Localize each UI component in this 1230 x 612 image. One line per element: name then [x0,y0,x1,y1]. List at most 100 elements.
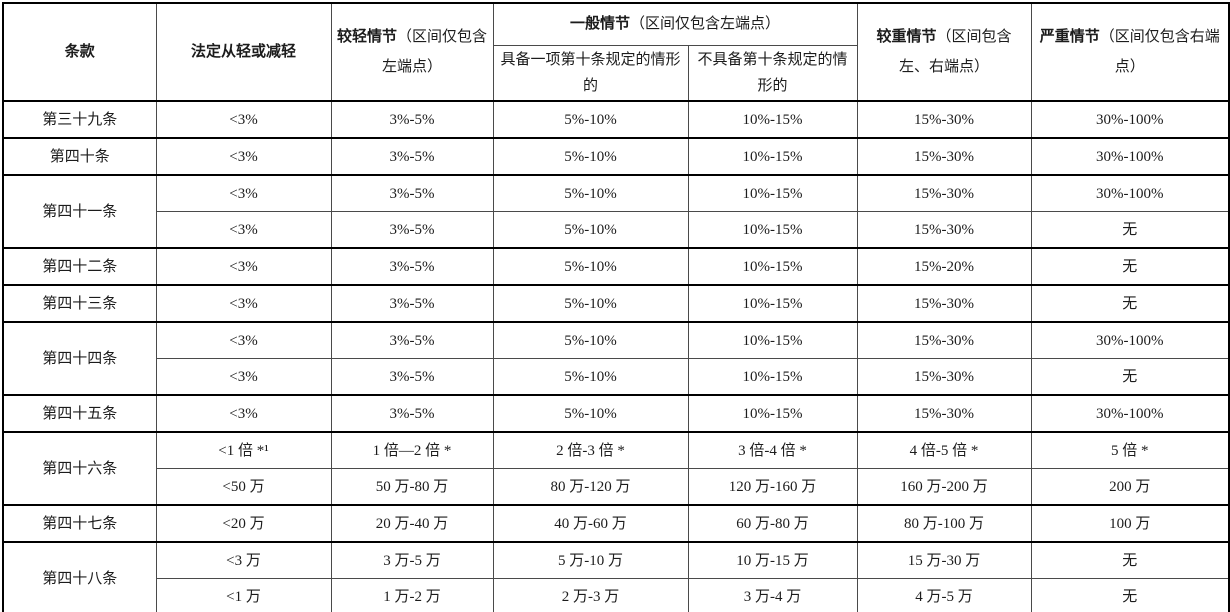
range-cell: 10%-15% [687,394,858,433]
table-row: 第四十六条 <1 倍 *¹ 1 倍—2 倍 * 2 倍-3 倍 * 3 倍-4 倍 * 4… [2,431,1230,506]
range-cell: 10%-15% [687,174,858,212]
range-cell: <3% [155,137,332,176]
range-cell: 15%-30% [856,211,1032,249]
range-cell: 无 [1030,358,1230,396]
range-cell: 5 倍 * [1030,431,1230,469]
range-cell: 60 万-80 万 [687,504,858,543]
range-cell: 3%-5% [330,284,494,323]
range-cell: 3%-5% [330,321,494,359]
range-cell: 10%-15% [687,247,858,286]
header-general-circumstance: 一般情节（区间仅包含左端点） [492,2,858,46]
range-cell: 3%-5% [330,174,494,212]
range-cell: 4 倍-5 倍 * [856,431,1032,469]
range-cell: 120 万-160 万 [687,468,858,506]
range-cell: <3% [155,394,332,433]
article-cell: 第四十条 [2,137,157,176]
table-row: 第四十三条 <3% 3%-5% 5%-10% 10%-15% 15%-30% 无 [2,284,1230,323]
range-cell: 4 万-5 万 [856,578,1032,612]
range-cell: 3%-5% [330,137,494,176]
range-cell: 5%-10% [492,394,689,433]
header-statutory-mitigation: 法定从轻或减轻 [155,2,332,102]
header-general-title: 一般情节 [569,16,630,33]
range-cell: <3% [155,321,332,359]
range-cell: 5%-10% [492,137,689,176]
range-cell: <1 万 [155,578,332,612]
article-cell: 第四十二条 [2,247,157,286]
range-cell: 15 万-30 万 [856,541,1032,579]
range-cell: 1 万-2 万 [330,578,494,612]
table-row: 第三十九条 <3% 3%-5% 5%-10% 10%-15% 15%-30% 30%-100… [2,100,1230,139]
article-cell: 第四十六条 [2,431,157,506]
table-body: 第三十九条 <3% 3%-5% 5%-10% 10%-15% 15%-30% 30%-100… [2,100,1230,612]
range-cell: 30%-100% [1030,137,1230,176]
range-cell: 5%-10% [492,100,689,139]
range-cell: 3 万-5 万 [330,541,494,579]
header-severe-title: 严重情节 [1039,29,1100,45]
range-cell: 30%-100% [1030,321,1230,359]
range-cell: 1 倍—2 倍 * [330,431,494,469]
range-cell: 10%-15% [687,211,858,249]
range-cell: 无 [1030,247,1230,286]
range-cell: <20 万 [155,504,332,543]
range-cell: 无 [1030,284,1230,323]
range-cell: 5 万-10 万 [492,541,689,579]
table-row: 第四十条 <3% 3%-5% 5%-10% 10%-15% 15%-30% 30%-100% [2,137,1230,176]
range-cell: 15%-30% [856,394,1032,433]
range-cell: 10%-15% [687,100,858,139]
range-cell: 5%-10% [492,321,689,359]
range-cell: <3% [155,247,332,286]
header-heavy-circumstance: 较重情节（区间包含左、右端点） [856,2,1032,102]
article-cell: 第四十七条 [2,504,157,543]
range-cell: 5%-10% [492,358,689,396]
table-row: <3% 3%-5% 5%-10% 10%-15% 15%-30% 无 [3,211,1230,249]
range-cell: 160 万-200 万 [856,468,1032,506]
range-cell: 15%-20% [856,247,1032,286]
range-cell: 10 万-15 万 [687,541,858,579]
header-severe-note: （区间仅包含右端点） [1099,29,1220,75]
header-row-sub: 具备一项第十条规定的情形的 不具备第十条规定的情形的 [3,44,1229,102]
range-cell: 无 [1030,578,1230,612]
range-cell: 200 万 [1030,468,1230,506]
header-heavy-note: （区间包含左、右端点） [898,29,1012,75]
article-cell: 第四十三条 [2,284,157,323]
header-general-with-article10: 具备一项第十条规定的情形的 [492,44,689,102]
range-cell: 3%-5% [330,100,494,139]
range-cell: 15%-30% [856,284,1032,323]
range-cell: 2 倍-3 倍 * [492,431,689,469]
range-cell: <1 倍 *¹ [155,431,332,469]
range-cell: <3% [155,358,332,396]
range-cell: 80 万-100 万 [856,504,1032,543]
table-row: 第四十五条 <3% 3%-5% 5%-10% 10%-15% 15%-30% 30%-100… [2,394,1230,433]
range-cell: <3% [155,284,332,323]
range-cell: 5%-10% [492,284,689,323]
range-cell: 3%-5% [330,247,494,286]
range-cell: 50 万-80 万 [330,468,494,506]
range-cell: 100 万 [1030,504,1230,543]
range-cell: <50 万 [155,468,332,506]
table-row: 第四十一条 <3% 3%-5% 5%-10% 10%-15% 15%-30% 30%-100… [2,174,1230,249]
range-cell: 3%-5% [330,358,494,396]
range-cell: 15%-30% [856,358,1032,396]
range-cell: 5%-10% [492,211,689,249]
range-cell: 10%-15% [687,137,858,176]
range-cell: 10%-15% [687,321,858,359]
range-cell: 2 万-3 万 [492,578,689,612]
header-row-top: 条款 法定从轻或减轻 较轻情节（区间仅包含左端点） 一般情节（区间仅包含左端点）… [2,2,1230,102]
range-cell: 30%-100% [1030,174,1230,212]
range-cell: 20 万-40 万 [330,504,494,543]
range-cell: 40 万-60 万 [492,504,689,543]
header-severe-circumstance: 严重情节（区间仅包含右端点） [1030,2,1230,102]
table-header: 条款 法定从轻或减轻 较轻情节（区间仅包含左端点） 一般情节（区间仅包含左端点）… [2,2,1230,102]
range-cell: <3 万 [155,541,332,579]
header-heavy-title: 较重情节 [876,29,937,45]
header-general-note: （区间仅包含左端点） [630,16,781,33]
range-cell: 15%-30% [856,100,1032,139]
range-cell: 10%-15% [687,284,858,323]
range-cell: 3%-5% [330,394,494,433]
header-article: 条款 [2,2,157,102]
table-row: 第四十七条 <20 万 20 万-40 万 40 万-60 万 60 万-80 万 80 … [2,504,1230,543]
table-row: 第四十四条 <3% 3%-5% 5%-10% 10%-15% 15%-30% 30%-100… [2,321,1230,396]
